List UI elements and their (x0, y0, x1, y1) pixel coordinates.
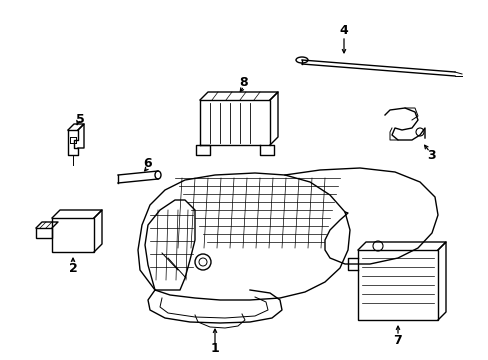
Bar (52, 218, 94, 252)
Bar (36, 228, 52, 238)
Ellipse shape (155, 171, 161, 179)
Text: 7: 7 (393, 333, 402, 346)
Text: 4: 4 (339, 23, 347, 36)
Text: 5: 5 (76, 113, 84, 126)
Text: 2: 2 (68, 261, 77, 274)
Text: 1: 1 (210, 342, 219, 356)
Text: 6: 6 (143, 157, 152, 170)
Text: 8: 8 (239, 76, 248, 89)
Bar (200, 100, 269, 145)
Bar (357, 250, 437, 320)
Text: 3: 3 (427, 149, 435, 162)
Ellipse shape (295, 57, 307, 63)
